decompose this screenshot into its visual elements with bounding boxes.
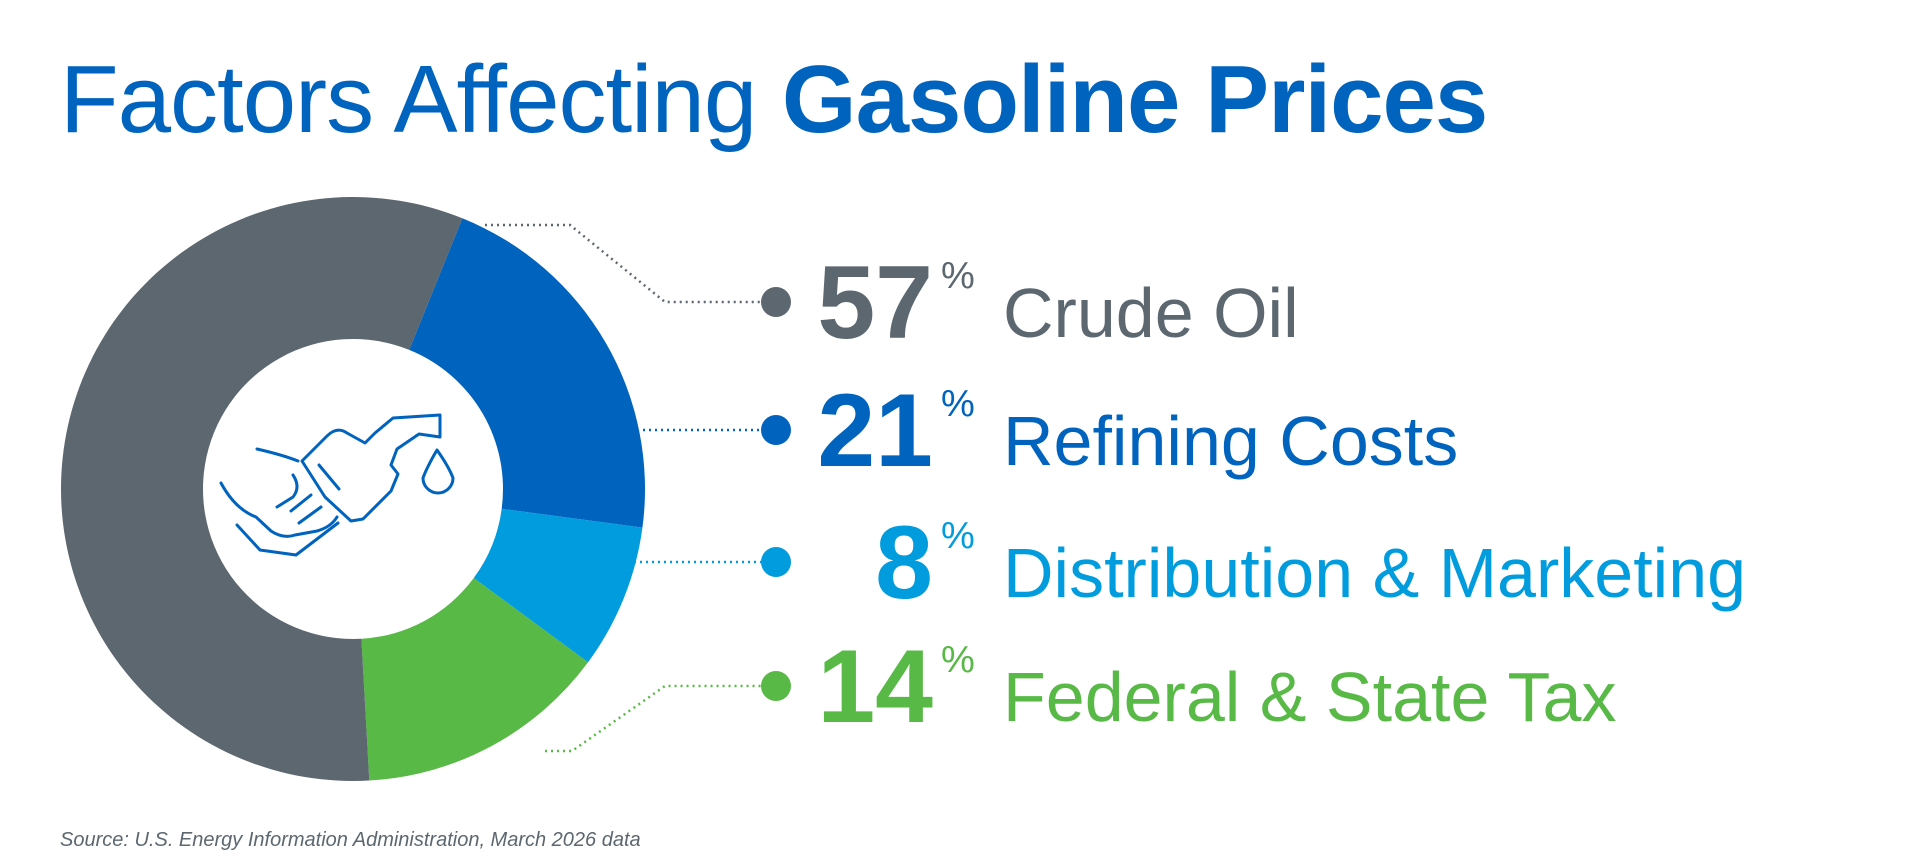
- percent-sign-federal-and-state-tax: %: [941, 639, 975, 681]
- leader-lines: [485, 223, 776, 753]
- leader-line-federal-and-state-tax: [545, 684, 776, 753]
- data-labels: 57% Crude Oil 21% Refining Costs 8% Distribut…: [761, 245, 1746, 745]
- source-note: Source: U.S. Energy Information Administ…: [60, 829, 641, 851]
- legend-dot-crude-oil: [761, 287, 791, 317]
- category-label-distribution-and-marketing: Distribution & Marketing: [1003, 534, 1746, 612]
- leader-line-crude-oil: [485, 223, 776, 304]
- title-bold: Gasoline Prices: [781, 46, 1488, 153]
- fuel-nozzle-hand-icon: [219, 413, 455, 557]
- percent-sign-crude-oil: %: [941, 255, 975, 297]
- category-label-federal-and-state-tax: Federal & State Tax: [1003, 658, 1617, 736]
- category-label-crude-oil: Crude Oil: [1003, 274, 1299, 352]
- slice-federal-and-state-tax: [361, 578, 589, 781]
- chart-title: Factors Affecting Gasoline Prices: [60, 52, 1488, 148]
- slice-refining-costs: [409, 218, 645, 528]
- legend-dot-federal-and-state-tax: [761, 671, 791, 701]
- donut-slices: [60, 196, 645, 781]
- percent-sign-distribution-and-marketing: %: [941, 515, 975, 557]
- legend-dot-refining-costs: [761, 415, 791, 445]
- value-label-federal-and-state-tax: 14: [817, 629, 933, 745]
- value-label-distribution-and-marketing: 8: [875, 505, 933, 621]
- percent-sign-refining-costs: %: [941, 383, 975, 425]
- slice-distribution-and-marketing: [473, 508, 643, 663]
- value-label-refining-costs: 21: [817, 373, 933, 489]
- slice-crude-oil: [60, 196, 463, 781]
- value-label-crude-oil: 57: [817, 245, 933, 361]
- title-light: Factors Affecting: [60, 46, 782, 153]
- legend-dot-distribution-and-marketing: [761, 547, 791, 577]
- category-label-refining-costs: Refining Costs: [1003, 402, 1458, 480]
